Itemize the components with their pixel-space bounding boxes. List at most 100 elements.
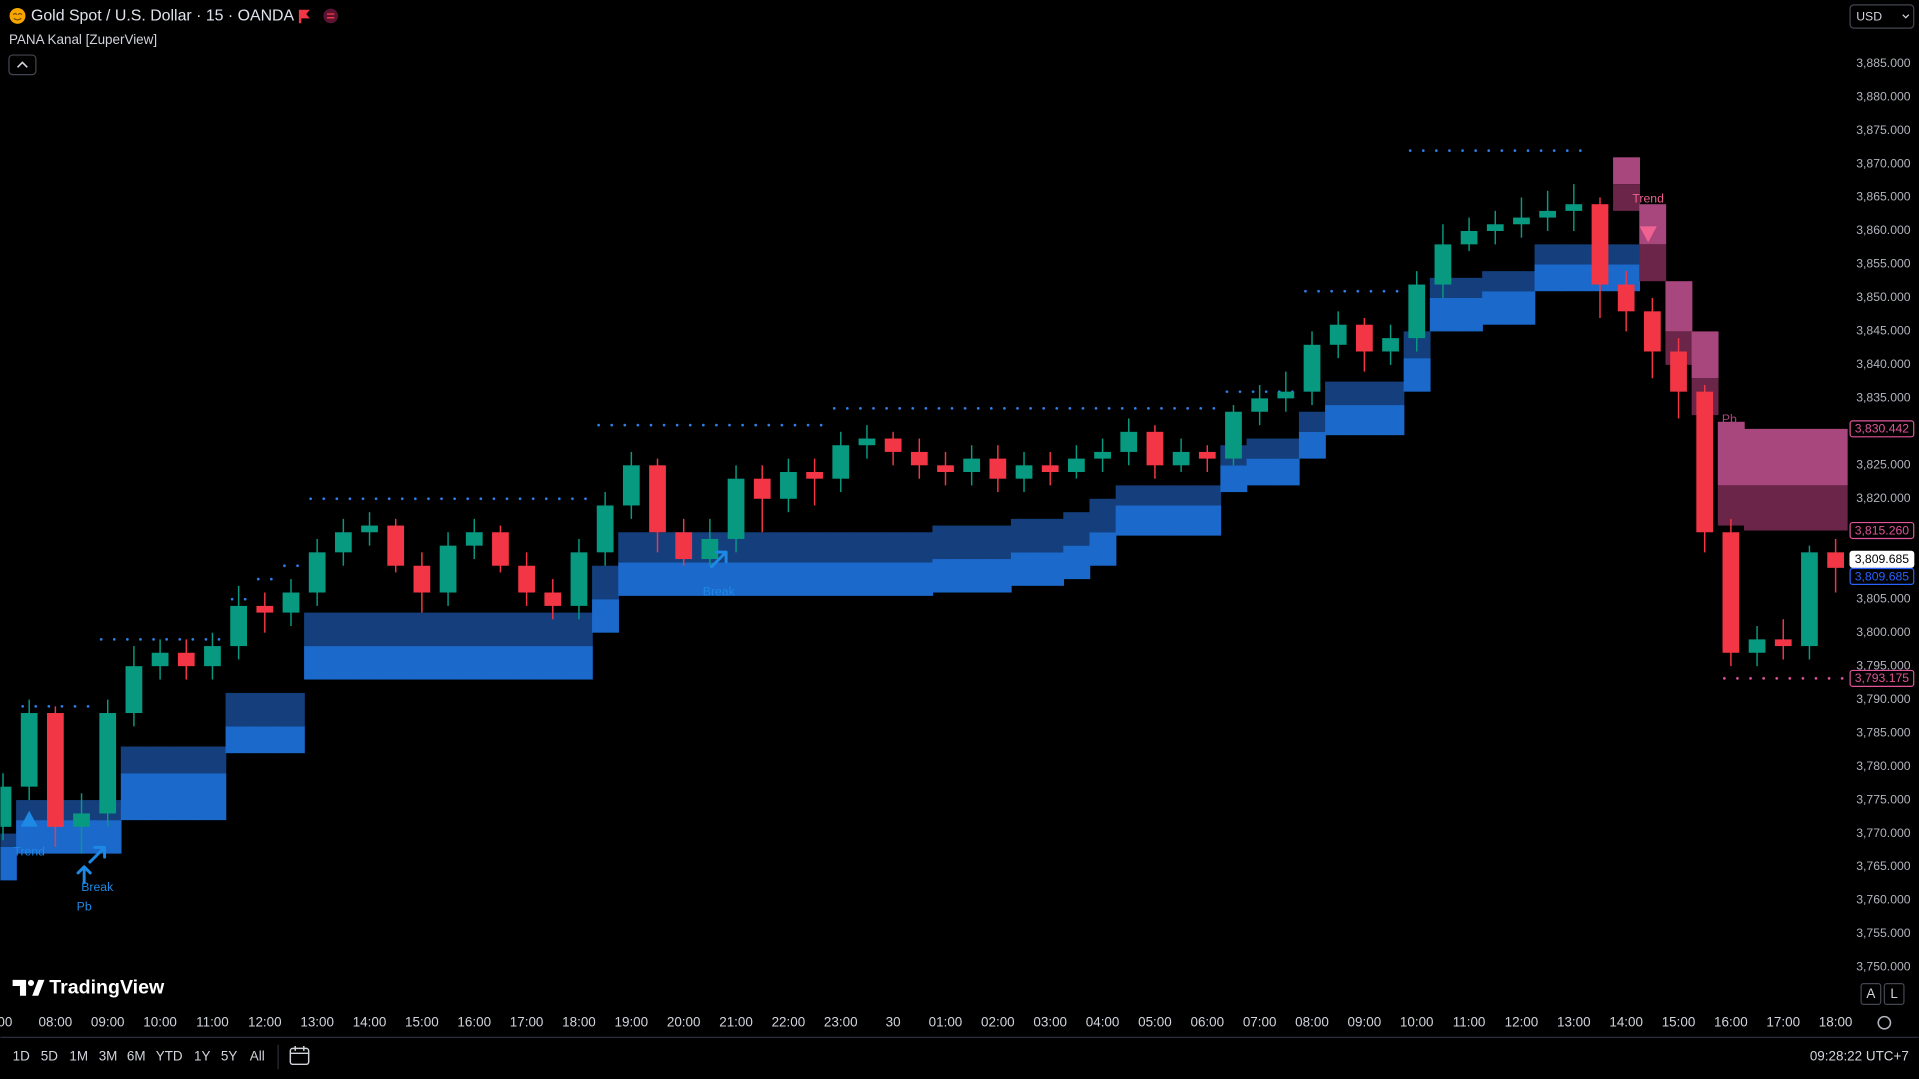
scale-button[interactable] <box>1883 982 1905 1005</box>
channel-lower-band <box>565 646 593 680</box>
x-tick-label: 18:00 <box>562 1014 596 1029</box>
channel-lower-band <box>1796 485 1824 531</box>
x-tick-label: 11:00 <box>1453 1014 1486 1029</box>
candle-body <box>858 438 876 446</box>
channel-upper-band <box>434 612 462 647</box>
candle-body <box>832 445 850 479</box>
signal-label: Trend <box>1632 192 1664 206</box>
x-tick-label: 07:00 <box>1243 1014 1277 1029</box>
channel-upper-band <box>749 532 777 563</box>
channel-upper-band <box>801 532 829 563</box>
trail-dot <box>1029 407 1032 410</box>
trail-dot <box>1461 149 1464 152</box>
trail-dot <box>531 497 535 501</box>
trail-dot <box>754 423 758 427</box>
range-button[interactable]: All <box>250 1049 265 1064</box>
trail-dot <box>178 638 182 641</box>
candle-body <box>465 532 483 546</box>
channel-lower-band <box>958 559 986 593</box>
candle-body <box>1643 311 1661 352</box>
x-tick-label: 09:00 <box>1348 1014 1382 1029</box>
trail-dot <box>112 638 116 641</box>
candle-body <box>1591 204 1609 285</box>
trail-dot <box>427 497 430 501</box>
clock[interactable]: 09:28:22 UTC+7 <box>1810 1049 1909 1064</box>
candle-body <box>937 465 954 473</box>
range-button[interactable]: 6M <box>127 1049 146 1064</box>
indicator-title[interactable]: PANA Kanal [ZuperView] <box>9 32 157 47</box>
trail-dot <box>518 497 522 501</box>
settings-button[interactable] <box>1877 1015 1892 1030</box>
collapse-button[interactable] <box>8 54 37 76</box>
x-tick-label: 03:00 <box>1033 1014 1067 1029</box>
channel-upper-band <box>1037 518 1065 553</box>
trail-dot <box>243 597 247 601</box>
x-tick-label: 20:00 <box>667 1014 701 1029</box>
trail-dot <box>1448 149 1451 152</box>
trail-dot <box>1330 289 1333 293</box>
channel-lower-band <box>1560 264 1588 292</box>
channel-lower-band <box>880 562 907 596</box>
dropdown-caret <box>1902 14 1910 19</box>
trail-dot <box>1369 289 1373 293</box>
range-button[interactable]: 3M <box>99 1049 118 1064</box>
candle-body <box>0 786 12 827</box>
date-range-button[interactable] <box>289 1045 310 1066</box>
channel-upper-band <box>932 525 960 560</box>
trail-dot <box>544 497 548 501</box>
y-tick-label: 3,770.000 <box>1856 826 1911 840</box>
trail-dot <box>584 497 587 501</box>
range-button[interactable]: 5D <box>41 1049 58 1064</box>
trail-dot <box>924 407 928 410</box>
candle-body <box>1696 391 1714 533</box>
trail-dot <box>1068 407 1072 410</box>
channel-lower-band <box>356 646 384 680</box>
channel-upper-band <box>0 833 17 847</box>
channel-lower-band <box>722 562 750 596</box>
status-icon[interactable] <box>323 8 339 24</box>
x-tick-label: 06:00 <box>1190 1014 1224 1029</box>
channel-upper-band <box>618 532 646 563</box>
range-button[interactable]: 1M <box>69 1049 88 1064</box>
y-tick-label: 3,760.000 <box>1856 893 1911 907</box>
range-button[interactable]: 1D <box>13 1049 30 1064</box>
x-tick-label: 08:00 <box>1295 1014 1329 1029</box>
channel-upper-band <box>592 565 619 600</box>
channel-lower-band <box>1141 505 1169 536</box>
channel-upper-band <box>304 612 331 647</box>
trail-dot <box>571 497 574 501</box>
trail-dot <box>1539 149 1543 152</box>
candle-body <box>518 565 535 593</box>
channel-upper-band <box>1482 271 1510 292</box>
candle-body <box>387 525 405 566</box>
channel-lower-band <box>1822 485 1848 531</box>
x-tick-label: 22:00 <box>772 1014 806 1029</box>
channel-upper-band <box>199 746 227 774</box>
x-tick-label: 12:00 <box>248 1014 282 1029</box>
trail-dot <box>440 497 443 501</box>
trail-dot <box>937 407 941 410</box>
brand-name: TradingView <box>49 977 165 999</box>
range-button[interactable]: YTD <box>156 1049 183 1064</box>
trail-dot <box>99 638 103 641</box>
channel-upper-band <box>1168 485 1195 506</box>
candle-body <box>46 713 64 827</box>
y-tick-label: 3,780.000 <box>1856 759 1911 773</box>
y-tick-label: 3,865.000 <box>1856 190 1911 204</box>
scale-button[interactable] <box>1860 982 1882 1005</box>
channel-upper-band <box>1325 381 1353 406</box>
flag-icon[interactable] <box>298 9 310 24</box>
symbol-title[interactable]: Gold Spot / U.S. Dollar · 15 · OANDA <box>31 8 295 25</box>
x-tick-label: 10:00 <box>143 1014 177 1029</box>
range-button[interactable]: 1Y <box>194 1049 210 1064</box>
currency-dropdown[interactable] <box>1849 4 1915 29</box>
channel-lower-band <box>461 646 489 680</box>
candle-body <box>1722 532 1740 653</box>
channel-upper-band <box>461 612 489 647</box>
candle-body <box>204 646 221 667</box>
candle-body <box>544 592 562 606</box>
channel-lower-band <box>1194 505 1222 536</box>
range-button[interactable]: 5Y <box>221 1049 237 1064</box>
candle-body <box>1329 324 1347 345</box>
